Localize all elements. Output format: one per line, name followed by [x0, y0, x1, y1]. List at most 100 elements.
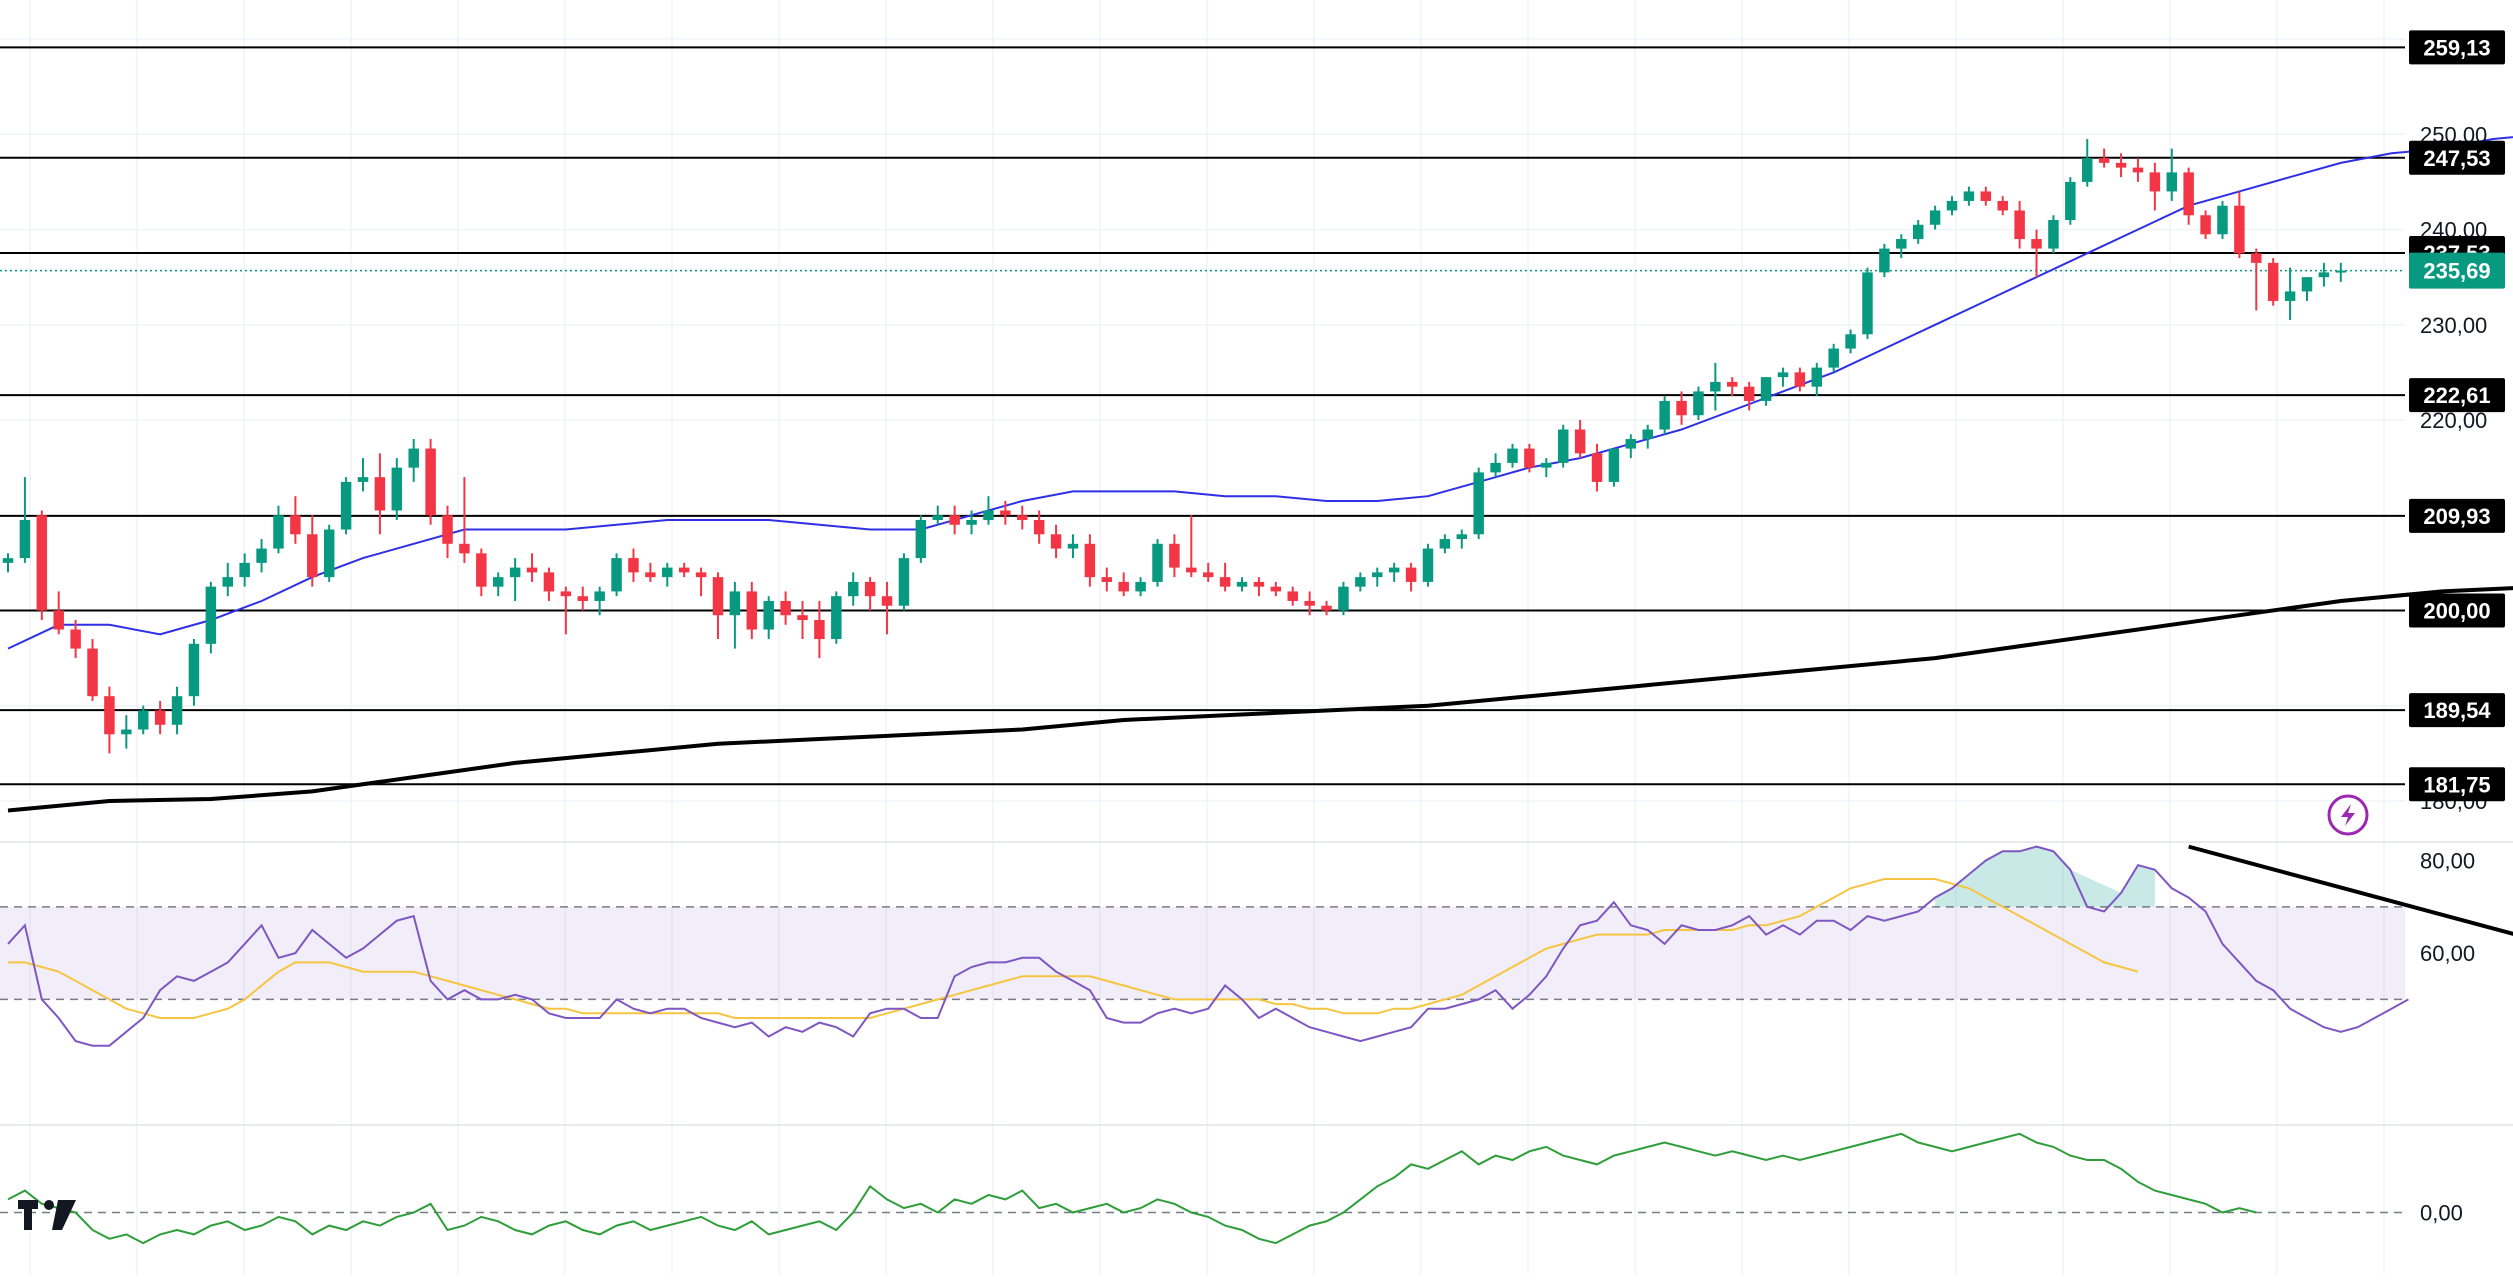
- candle-body: [1828, 348, 1839, 368]
- candle-down: [1050, 524, 1062, 559]
- level-label-box: [2409, 140, 2505, 175]
- candle-down: [476, 548, 487, 597]
- candle-down: [1202, 562, 1214, 582]
- candle-body: [1405, 567, 1417, 582]
- candle-up: [1777, 367, 1789, 387]
- candle-body: [2098, 158, 2110, 163]
- candle-body: [1050, 534, 1062, 549]
- candle-down: [746, 581, 758, 640]
- candle-body: [1777, 372, 1789, 378]
- candle-up: [1946, 196, 1958, 216]
- candle-body: [1101, 577, 1113, 582]
- candle-body: [476, 553, 487, 587]
- candle-down: [425, 439, 436, 525]
- level-label[interactable]: 181,75: [2409, 767, 2505, 802]
- candle-body: [2267, 262, 2279, 301]
- candle-body: [1202, 572, 1214, 578]
- candle-body: [1659, 400, 1670, 430]
- candle-down: [1794, 367, 1806, 392]
- candle-body: [1304, 600, 1315, 606]
- candle-down: [2132, 158, 2144, 182]
- candle-up: [1625, 434, 1637, 459]
- candle-body: [1625, 439, 1637, 449]
- candle-up: [1236, 577, 1248, 592]
- level-label[interactable]: 222,61: [2409, 378, 2505, 413]
- candle-up: [239, 553, 250, 587]
- candle-down: [1118, 572, 1129, 597]
- candle-body: [1287, 591, 1298, 601]
- candle-body: [1152, 543, 1163, 582]
- candle-down: [1574, 420, 1586, 459]
- level-label-box: [2409, 498, 2505, 533]
- level-label[interactable]: 259,13: [2409, 30, 2505, 65]
- candle-up: [898, 553, 910, 611]
- candle-body: [1912, 224, 1924, 240]
- candle-body: [290, 515, 301, 535]
- candle-up: [729, 581, 741, 649]
- candle-body: [323, 529, 335, 578]
- lightning-icon[interactable]: [2327, 794, 2369, 836]
- level-labels[interactable]: 259,13247,53237,53222,61209,93200,00189,…: [2409, 30, 2505, 802]
- candle-up: [171, 686, 183, 735]
- candle-down: [628, 548, 639, 582]
- last-price-label-text: 235,69: [2423, 259, 2490, 284]
- level-label[interactable]: 247,53: [2409, 140, 2505, 175]
- tradingview-logo[interactable]: [18, 1200, 76, 1230]
- chart-icons: [18, 794, 2369, 1230]
- candle-up: [2318, 262, 2330, 287]
- level-label[interactable]: 200,00: [2409, 593, 2505, 628]
- price-axis-tick-label: 230,00: [2420, 313, 2487, 338]
- level-label-box: [2409, 767, 2505, 802]
- candle-body: [1456, 534, 1468, 540]
- candle-down: [1304, 591, 1315, 616]
- last-price-label[interactable]: 235,69: [2409, 252, 2505, 289]
- level-label[interactable]: 189,54: [2409, 693, 2505, 728]
- candle-up: [1388, 562, 1400, 582]
- candle-down: [1169, 534, 1180, 578]
- candle-body: [645, 572, 656, 578]
- candle-body: [678, 567, 690, 573]
- rsi-ma-line: [8, 878, 2139, 1019]
- candle-body: [1219, 577, 1231, 587]
- candle-down: [712, 572, 724, 640]
- candle-down: [797, 600, 808, 640]
- oscillator-axis-tick-label: 0,00: [2420, 1201, 2463, 1226]
- candle-up: [340, 477, 352, 535]
- candle-body: [2183, 172, 2194, 216]
- candle-body: [1270, 586, 1282, 592]
- candle-down: [1287, 586, 1298, 606]
- candle-body: [425, 448, 436, 516]
- candle-body: [2335, 270, 2347, 273]
- candle-body: [1879, 248, 1890, 273]
- candle-body: [1355, 577, 1366, 587]
- oscillator-line: [7, 1132, 2257, 1245]
- candle-up: [1845, 329, 1856, 354]
- candle-up: [222, 562, 233, 597]
- candle-up: [1456, 529, 1468, 549]
- rsi-trendline[interactable]: [2188, 844, 2513, 965]
- candle-down: [678, 562, 690, 578]
- candle-down: [1321, 600, 1332, 616]
- candle-body: [1017, 515, 1028, 520]
- candle-down: [307, 515, 318, 587]
- rsi-band-fill: [0, 906, 2405, 1000]
- level-label[interactable]: 209,93: [2409, 498, 2505, 533]
- candle-body: [2115, 162, 2127, 168]
- ma-fast-line: [7, 136, 2513, 650]
- candle-body: [1253, 581, 1265, 587]
- candle-up: [1355, 572, 1366, 592]
- candle-up: [408, 439, 419, 482]
- candle-down: [1253, 577, 1265, 597]
- ma-slow-line: [7, 586, 2513, 813]
- candle-body: [2217, 205, 2228, 235]
- candle-up: [1338, 581, 1349, 616]
- candle-up: [1557, 424, 1569, 468]
- candle-body: [2166, 172, 2178, 192]
- candle-body: [1727, 381, 1738, 387]
- candle-body: [137, 710, 149, 730]
- candle-up: [1811, 362, 1823, 397]
- candle-up: [1507, 443, 1518, 468]
- candle-body: [1372, 572, 1383, 578]
- candle-down: [1591, 443, 1603, 492]
